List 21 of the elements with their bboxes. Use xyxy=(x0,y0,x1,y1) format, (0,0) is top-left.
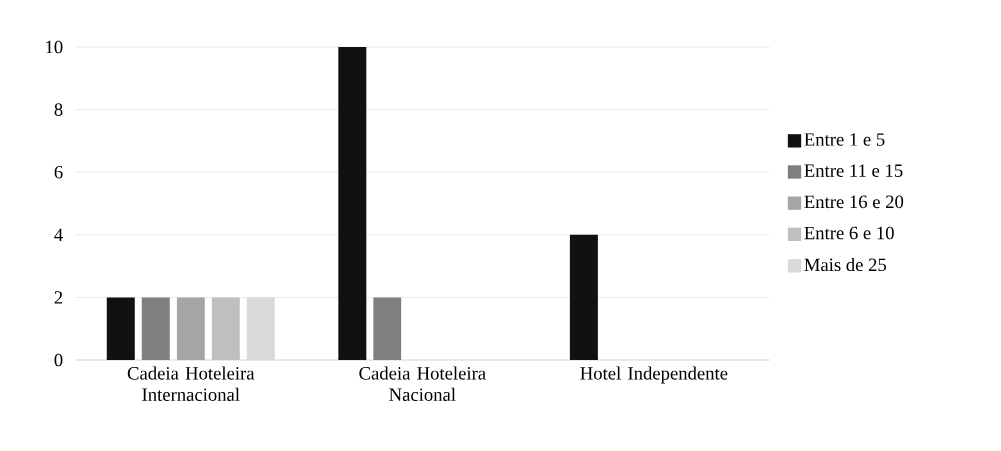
bar xyxy=(211,297,240,360)
legend-label: Mais de 25 xyxy=(804,257,887,272)
y-tick-label: 2 xyxy=(54,291,63,304)
bar xyxy=(373,297,402,360)
y-tick-label: 10 xyxy=(46,40,63,54)
legend-label: Entre 16 e 20 xyxy=(804,195,904,209)
y-tick-label: 8 xyxy=(54,103,63,116)
legend-label: Entre 11 e 15 xyxy=(804,164,903,177)
y-tick-label: 4 xyxy=(54,228,63,241)
legend-label: Entre 1 e 5 xyxy=(804,133,885,146)
bar xyxy=(106,297,135,360)
x-tick-label: Cadeia Hoteleira Nacional xyxy=(359,366,486,401)
legend-label: Entre 6 e 10 xyxy=(804,226,894,240)
y-tick-label: 0 xyxy=(54,353,63,367)
y-tick-label: 6 xyxy=(54,165,63,179)
bar xyxy=(338,47,367,360)
bar xyxy=(176,297,205,360)
bar xyxy=(569,234,598,360)
bar xyxy=(141,297,170,360)
x-tick-label: Hotel Independente xyxy=(580,366,728,384)
x-tick-label: Cadeia Hoteleira Internacional xyxy=(127,366,255,401)
